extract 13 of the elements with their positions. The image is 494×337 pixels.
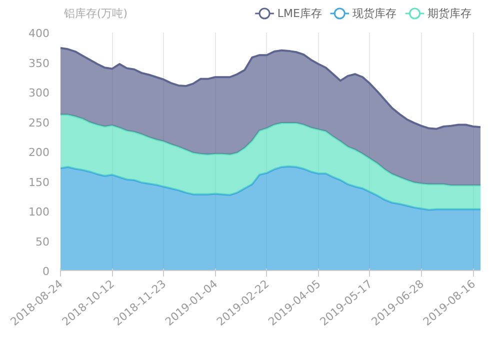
legend-label: 期货库存 xyxy=(428,7,472,20)
y-tick-label: 350 xyxy=(28,56,50,70)
y-tick-label: 100 xyxy=(28,206,50,218)
y-tick-label: 250 xyxy=(28,116,50,130)
y-tick-label: 200 xyxy=(28,146,50,159)
y-tick-label: 150 xyxy=(28,176,50,189)
y-tick-label: 400 xyxy=(28,27,50,40)
y-tick-label: 0 xyxy=(42,265,50,278)
legend-label: LME库存 xyxy=(277,7,322,20)
legend-label: 现货库存 xyxy=(352,7,396,20)
y-axis-title: 铝库存(万吨) xyxy=(62,7,128,20)
y-tick-label: 50 xyxy=(36,235,50,248)
y-tick-label: 300 xyxy=(28,86,50,100)
